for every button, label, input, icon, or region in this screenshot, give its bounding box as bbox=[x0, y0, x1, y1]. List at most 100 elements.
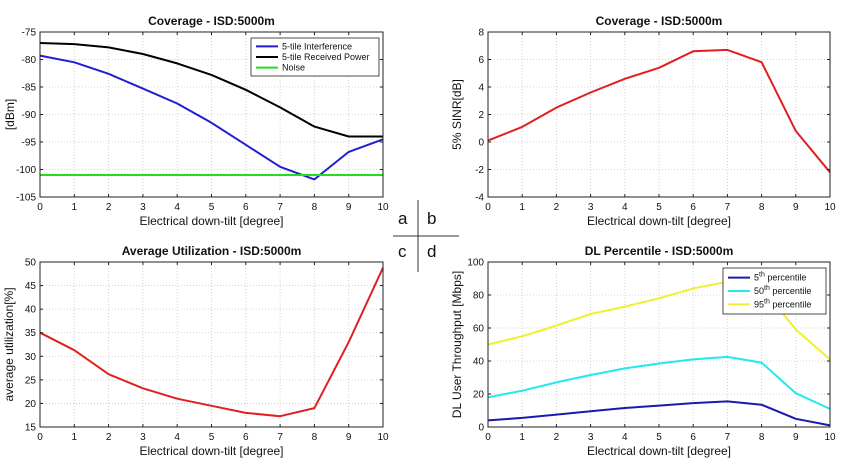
x-tick-label: 1 bbox=[519, 202, 525, 213]
series-line-1 bbox=[487, 355, 831, 410]
x-tick-label: 7 bbox=[277, 202, 283, 213]
y-tick-label: -105 bbox=[16, 193, 36, 204]
x-tick-label: 4 bbox=[622, 202, 628, 213]
x-tick-label: 9 bbox=[346, 432, 352, 443]
x-tick-label: 0 bbox=[37, 202, 43, 213]
y-tick-label: 60 bbox=[473, 324, 485, 335]
legend-label-superscript: th bbox=[764, 298, 770, 305]
y-tick-label: -90 bbox=[22, 110, 37, 121]
legend-label-0: 5-tile Interference bbox=[282, 41, 352, 51]
x-tick-label: 9 bbox=[793, 432, 799, 443]
x-tick-label: 6 bbox=[243, 432, 249, 443]
chart-title: Coverage - ISD:5000m bbox=[148, 14, 275, 28]
x-tick-label: 3 bbox=[140, 202, 146, 213]
x-tick-label: 0 bbox=[485, 432, 491, 443]
y-tick-label: 0 bbox=[478, 138, 484, 149]
y-tick-label: 8 bbox=[478, 28, 484, 39]
legend-label-number: 5 bbox=[754, 273, 759, 283]
y-tick-label: -80 bbox=[22, 55, 37, 66]
legend-label-superscript: th bbox=[759, 272, 765, 279]
ticks: 0 1 2 3 4 5 6 7 8 9 10 -105 -100 -95 -90 -85 -80 -75 bbox=[16, 28, 389, 214]
x-tick-label: 3 bbox=[140, 432, 146, 443]
x-tick-label: 5 bbox=[209, 432, 215, 443]
x-axis-label: Electrical down-tilt [degree] bbox=[139, 444, 283, 458]
panel-divider bbox=[393, 200, 459, 272]
x-tick-label: 10 bbox=[377, 432, 389, 443]
x-tick-label: 8 bbox=[312, 202, 318, 213]
chart-title: Coverage - ISD:5000m bbox=[596, 14, 723, 28]
legend-label-number: 50 bbox=[754, 286, 764, 296]
ticks: 0 1 2 3 4 5 6 7 8 9 10 -4 -2 0 2 4 6 8 bbox=[475, 28, 836, 214]
x-tick-label: 2 bbox=[554, 432, 560, 443]
x-tick-label: 7 bbox=[725, 432, 731, 443]
grid bbox=[40, 262, 383, 427]
y-tick-label: -2 bbox=[475, 165, 484, 176]
panel-letter-b: b bbox=[427, 209, 436, 228]
x-tick-label: 4 bbox=[622, 432, 628, 443]
x-tick-label: 6 bbox=[690, 202, 696, 213]
y-tick-label: 20 bbox=[473, 390, 485, 401]
x-tick-label: 7 bbox=[277, 432, 283, 443]
x-tick-label: 1 bbox=[72, 202, 78, 213]
y-tick-label: 25 bbox=[25, 375, 37, 386]
x-tick-label: 8 bbox=[759, 432, 765, 443]
x-tick-label: 3 bbox=[588, 202, 594, 213]
series-line-1 bbox=[39, 42, 383, 138]
y-tick-label: 35 bbox=[25, 328, 37, 339]
chart-title: DL Percentile - ISD:5000m bbox=[585, 244, 734, 258]
x-tick-label: 9 bbox=[346, 202, 352, 213]
y-tick-label: 45 bbox=[25, 281, 37, 292]
x-tick-label: 2 bbox=[106, 432, 112, 443]
y-tick-label: 80 bbox=[473, 291, 485, 302]
y-tick-label: -4 bbox=[475, 193, 484, 204]
panel-letter-c: c bbox=[398, 242, 407, 261]
y-tick-label: 0 bbox=[478, 423, 484, 434]
y-tick-label: -75 bbox=[22, 28, 37, 39]
chart-title: Average Utilization - ISD:5000m bbox=[122, 244, 302, 258]
legend-label-rest: percentile bbox=[770, 286, 812, 296]
chart-panel-1: 0 1 2 3 4 5 6 7 8 9 10 -4 -2 0 2 4 6 8 Coverage - ISD:5000… bbox=[450, 14, 836, 228]
y-tick-label: 50 bbox=[25, 258, 37, 269]
x-tick-label: 3 bbox=[588, 432, 594, 443]
y-tick-label: 30 bbox=[25, 352, 37, 363]
legend-label-number: 95 bbox=[754, 299, 764, 309]
series-line-0 bbox=[39, 267, 384, 418]
x-tick-label: 6 bbox=[243, 202, 249, 213]
panel-letter-d: d bbox=[427, 242, 436, 261]
legend-label-2: 95th percentile bbox=[754, 298, 811, 309]
x-axis-label: Electrical down-tilt [degree] bbox=[139, 214, 283, 228]
series-line-0 bbox=[487, 48, 831, 173]
y-tick-label: -95 bbox=[22, 138, 37, 149]
x-axis-label: Electrical down-tilt [degree] bbox=[587, 444, 731, 458]
legend-label-superscript: th bbox=[764, 285, 770, 292]
chart-panel-0: 0 1 2 3 4 5 6 7 8 9 10 -105 -100 -95 -90 -85 -80 -75 Cover… bbox=[3, 14, 389, 228]
x-tick-label: 10 bbox=[824, 432, 836, 443]
y-tick-label: 4 bbox=[478, 83, 484, 94]
x-tick-label: 2 bbox=[106, 202, 112, 213]
x-axis-label: Electrical down-tilt [degree] bbox=[587, 214, 731, 228]
x-tick-label: 5 bbox=[656, 202, 662, 213]
y-axis-label: average utilization[%] bbox=[2, 287, 16, 401]
x-tick-label: 7 bbox=[725, 202, 731, 213]
y-tick-label: 6 bbox=[478, 55, 484, 66]
y-tick-label: 40 bbox=[25, 305, 37, 316]
y-tick-label: 15 bbox=[25, 423, 37, 434]
x-tick-label: 5 bbox=[209, 202, 215, 213]
legend-label-1: 5-tile Received Power bbox=[282, 52, 370, 62]
panel-letter-a: a bbox=[398, 209, 408, 228]
x-tick-label: 1 bbox=[72, 432, 78, 443]
x-tick-label: 4 bbox=[174, 202, 180, 213]
x-tick-label: 0 bbox=[37, 432, 43, 443]
legend-label-1: 50th percentile bbox=[754, 285, 811, 296]
y-axis-label: [dBm] bbox=[3, 99, 17, 130]
legend-label-rest: percentile bbox=[765, 273, 807, 283]
legend-label-2: Noise bbox=[282, 63, 305, 73]
legend-label-rest: percentile bbox=[770, 299, 812, 309]
y-tick-label: 20 bbox=[25, 399, 37, 410]
y-axis-label: 5% SINR[dB] bbox=[450, 79, 464, 150]
